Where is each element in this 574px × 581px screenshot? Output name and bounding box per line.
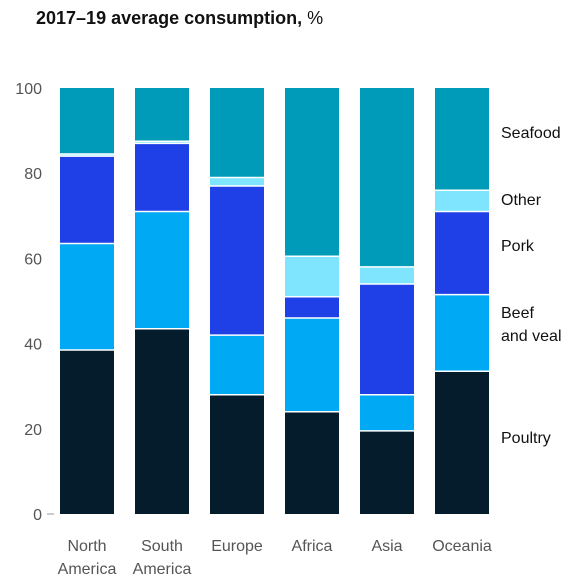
bar-segment [360,430,414,514]
chart-title: 2017–19 average consumption, % [36,8,323,29]
bar-segment [210,185,264,336]
bar-segment [210,394,264,514]
bar-segment [285,411,339,514]
x-category-label: America [58,561,117,578]
bar-segment [135,211,189,329]
y-tick-label: 0 [33,507,42,524]
bar-segment [135,141,189,144]
legend-label: Beef [501,305,534,322]
bar-segment [60,349,114,514]
bar-segment [435,211,489,295]
bar-segment [360,266,414,284]
y-tick-label: 20 [24,422,42,439]
bar-segment [135,328,189,514]
bar-segment [360,283,414,395]
y-tick-label: 80 [24,166,42,183]
bar-segment [360,394,414,431]
x-category-label: North [67,538,106,555]
bar-segment [135,143,189,212]
bar-segment [210,177,264,186]
bar-segment [135,88,189,142]
x-category-label: Europe [211,538,263,555]
legend-label: Pork [501,238,535,255]
bar-segment [285,256,339,297]
chart-title-text: 2017–19 average consumption, [36,8,303,28]
x-category-label: Oceania [432,538,492,555]
x-category-label: South [141,538,183,555]
bar-segment [435,88,489,191]
bar-segment [210,335,264,395]
legend-label: and veal [501,328,562,345]
x-category-label: America [133,561,192,578]
bar-segment [60,243,114,350]
bar-segment [360,88,414,267]
legend-label: Seafood [501,125,561,142]
bar-segment [210,88,264,178]
x-category-label: Asia [371,538,402,555]
bar-segment [285,88,339,257]
bar-segment [60,156,114,244]
chart-title-unit: % [307,8,324,28]
bar-segment [285,318,339,412]
bar-segment [60,88,114,155]
y-tick-label: 40 [24,337,42,354]
y-tick-label: 60 [24,251,42,268]
y-tick-label: 100 [15,81,42,98]
bar-segment [435,371,489,514]
bar-segment [435,294,489,372]
legend-label: Other [501,192,542,209]
bar-segment [60,154,114,157]
legend-label: Poultry [501,430,551,447]
bar-segment [285,296,339,319]
x-category-label: Africa [292,538,333,555]
bar-segment [435,190,489,212]
